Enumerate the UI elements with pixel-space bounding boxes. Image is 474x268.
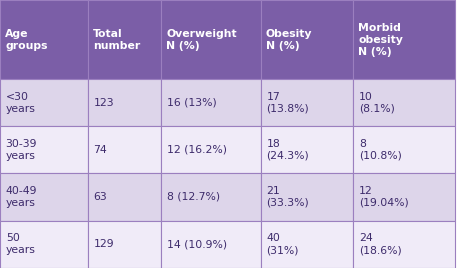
Bar — [0, 126, 88, 173]
Bar — [0, 221, 88, 268]
Text: 129: 129 — [93, 239, 114, 249]
Bar — [353, 79, 455, 126]
Bar — [88, 221, 161, 268]
Bar — [161, 0, 261, 79]
Bar — [88, 0, 161, 79]
Text: 123: 123 — [93, 98, 114, 108]
Text: Overweight
N (%): Overweight N (%) — [166, 28, 237, 51]
Text: 24
(18.6%): 24 (18.6%) — [359, 233, 401, 255]
Text: 18
(24.3%): 18 (24.3%) — [266, 139, 309, 161]
Text: 16 (13%): 16 (13%) — [167, 98, 217, 108]
Text: <30
years: <30 years — [6, 92, 36, 114]
Bar — [161, 126, 261, 173]
Bar — [261, 126, 353, 173]
Text: 50
years: 50 years — [6, 233, 36, 255]
Bar — [261, 173, 353, 221]
Bar — [161, 173, 261, 221]
Text: Age
groups: Age groups — [5, 28, 48, 51]
Bar — [353, 173, 455, 221]
Bar — [353, 0, 455, 79]
Bar — [0, 0, 88, 79]
Text: 8 (12.7%): 8 (12.7%) — [167, 192, 220, 202]
Text: 21
(33.3%): 21 (33.3%) — [266, 186, 309, 208]
Bar — [0, 173, 88, 221]
Bar — [161, 79, 261, 126]
Text: 14 (10.9%): 14 (10.9%) — [167, 239, 227, 249]
Text: Obesity
N (%): Obesity N (%) — [266, 28, 312, 51]
Text: 17
(13.8%): 17 (13.8%) — [266, 92, 309, 114]
Bar — [261, 221, 353, 268]
Bar — [88, 79, 161, 126]
Text: 63: 63 — [93, 192, 107, 202]
Text: 30-39
years: 30-39 years — [6, 139, 37, 161]
Bar — [353, 126, 455, 173]
Bar — [353, 221, 455, 268]
Bar — [261, 79, 353, 126]
Text: 12 (16.2%): 12 (16.2%) — [167, 145, 227, 155]
Text: 12
(19.04%): 12 (19.04%) — [359, 186, 409, 208]
Text: Total
number: Total number — [93, 28, 140, 51]
Text: 8
(10.8%): 8 (10.8%) — [359, 139, 401, 161]
Bar — [0, 79, 88, 126]
Bar — [161, 221, 261, 268]
Text: 10
(8.1%): 10 (8.1%) — [359, 92, 395, 114]
Text: 74: 74 — [93, 145, 107, 155]
Bar — [88, 126, 161, 173]
Text: 40-49
years: 40-49 years — [6, 186, 37, 208]
Text: 40
(31%): 40 (31%) — [266, 233, 299, 255]
Bar — [261, 0, 353, 79]
Bar — [88, 173, 161, 221]
Text: Morbid
obesity
N (%): Morbid obesity N (%) — [358, 23, 403, 57]
